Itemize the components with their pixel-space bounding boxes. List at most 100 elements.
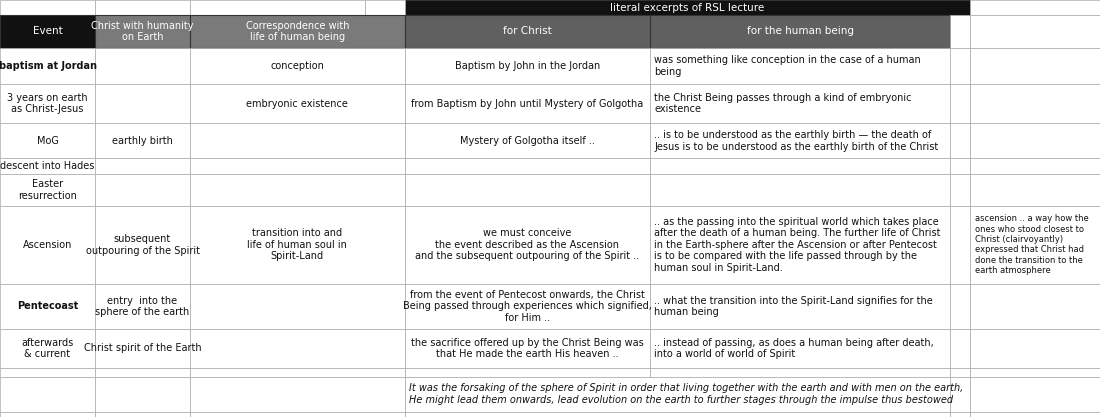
Bar bbox=[950, 123, 970, 158]
Bar bbox=[190, 48, 405, 84]
Bar bbox=[650, 84, 950, 123]
Bar bbox=[970, 412, 1100, 417]
Text: subsequent
outpouring of the Spirit: subsequent outpouring of the Spirit bbox=[86, 234, 199, 256]
Text: It was the forsaking of the sphere of Spirit in order that living together with : It was the forsaking of the sphere of Sp… bbox=[409, 384, 964, 405]
Bar bbox=[190, 206, 405, 284]
Text: baptism at Jordan: baptism at Jordan bbox=[0, 61, 97, 71]
Bar bbox=[970, 158, 1100, 174]
Bar bbox=[190, 284, 405, 329]
Bar bbox=[970, 84, 1100, 123]
Bar bbox=[190, 329, 405, 368]
Bar bbox=[650, 329, 950, 368]
Bar bbox=[405, 0, 970, 15]
Bar bbox=[405, 284, 650, 329]
Bar bbox=[190, 15, 405, 48]
Bar bbox=[0, 123, 95, 158]
Text: ascension .. a way how the
ones who stood closest to
Christ (clairvoyantly)
expr: ascension .. a way how the ones who stoo… bbox=[975, 214, 1088, 275]
Bar bbox=[970, 284, 1100, 329]
Text: earthly birth: earthly birth bbox=[112, 136, 173, 146]
Bar bbox=[650, 48, 950, 84]
Bar bbox=[970, 329, 1100, 368]
Bar bbox=[405, 15, 650, 48]
Bar bbox=[650, 15, 950, 48]
Bar bbox=[650, 123, 950, 158]
Bar bbox=[950, 174, 970, 206]
Text: the Christ Being passes through a kind of embryonic
existence: the Christ Being passes through a kind o… bbox=[654, 93, 912, 114]
Bar bbox=[95, 158, 190, 174]
Text: Mystery of Golgotha itself ..: Mystery of Golgotha itself .. bbox=[460, 136, 595, 146]
Text: .. what the transition into the Spirit-Land signifies for the
human being: .. what the transition into the Spirit-L… bbox=[654, 296, 933, 317]
Bar bbox=[950, 284, 970, 329]
Bar bbox=[650, 206, 950, 284]
Bar bbox=[95, 284, 190, 329]
Bar bbox=[0, 48, 95, 84]
Bar bbox=[970, 15, 1100, 48]
Bar bbox=[0, 412, 95, 417]
Text: transition into and
life of human soul in
Spirit-Land: transition into and life of human soul i… bbox=[248, 228, 348, 261]
Text: .. instead of passing, as does a human being after death,
into a world of world : .. instead of passing, as does a human b… bbox=[654, 338, 934, 359]
Text: .. as the passing into the spiritual world which takes place
after the death of : .. as the passing into the spiritual wor… bbox=[654, 216, 940, 273]
Text: Pentecoast: Pentecoast bbox=[16, 301, 78, 311]
Bar bbox=[95, 174, 190, 206]
Bar bbox=[970, 48, 1100, 84]
Bar bbox=[950, 15, 970, 48]
Text: afterwards
& current: afterwards & current bbox=[21, 338, 74, 359]
Bar bbox=[190, 377, 405, 412]
Bar bbox=[95, 377, 190, 412]
Bar bbox=[950, 412, 970, 417]
Bar bbox=[950, 329, 970, 368]
Text: the sacrifice offered up by the Christ Being was
that He made the earth His heav: the sacrifice offered up by the Christ B… bbox=[411, 338, 644, 359]
Bar bbox=[0, 206, 95, 284]
Bar bbox=[0, 174, 95, 206]
Bar bbox=[950, 368, 970, 377]
Bar bbox=[0, 377, 95, 412]
Bar bbox=[190, 123, 405, 158]
Bar bbox=[95, 0, 190, 15]
Bar bbox=[190, 368, 405, 377]
Text: Event: Event bbox=[33, 27, 63, 36]
Bar bbox=[970, 123, 1100, 158]
Bar bbox=[950, 158, 970, 174]
Bar bbox=[95, 15, 190, 48]
Bar bbox=[190, 412, 405, 417]
Bar bbox=[405, 123, 650, 158]
Bar bbox=[970, 206, 1100, 284]
Bar bbox=[190, 0, 365, 15]
Bar bbox=[650, 284, 950, 329]
Text: Correspondence with
life of human being: Correspondence with life of human being bbox=[245, 21, 349, 42]
Bar bbox=[95, 412, 190, 417]
Text: Christ with humanity
on Earth: Christ with humanity on Earth bbox=[91, 21, 194, 42]
Text: Easter
resurrection: Easter resurrection bbox=[18, 179, 77, 201]
Text: conception: conception bbox=[271, 61, 324, 71]
Bar bbox=[0, 368, 95, 377]
Bar bbox=[405, 84, 650, 123]
Bar bbox=[0, 84, 95, 123]
Bar bbox=[650, 174, 950, 206]
Bar bbox=[95, 123, 190, 158]
Bar bbox=[95, 368, 190, 377]
Text: we must conceive
the event described as the Ascension
and the subsequent outpour: we must conceive the event described as … bbox=[416, 228, 639, 261]
Text: Ascension: Ascension bbox=[23, 240, 73, 250]
Bar bbox=[950, 206, 970, 284]
Bar bbox=[190, 174, 405, 206]
Bar bbox=[405, 48, 650, 84]
Bar bbox=[970, 368, 1100, 377]
Bar bbox=[0, 329, 95, 368]
Bar bbox=[0, 284, 95, 329]
Text: entry  into the
sphere of the earth: entry into the sphere of the earth bbox=[96, 296, 189, 317]
Text: from the event of Pentecost onwards, the Christ
Being passed through experiences: from the event of Pentecost onwards, the… bbox=[403, 290, 652, 323]
Bar bbox=[405, 412, 950, 417]
Bar bbox=[950, 48, 970, 84]
Bar bbox=[95, 84, 190, 123]
Text: embryonic existence: embryonic existence bbox=[246, 99, 349, 108]
Text: for Christ: for Christ bbox=[503, 27, 552, 36]
Text: was something like conception in the case of a human
being: was something like conception in the cas… bbox=[654, 55, 922, 77]
Text: MoG: MoG bbox=[36, 136, 58, 146]
Bar bbox=[365, 0, 405, 15]
Bar bbox=[405, 174, 650, 206]
Text: for the human being: for the human being bbox=[747, 27, 854, 36]
Bar bbox=[95, 206, 190, 284]
Bar bbox=[405, 158, 650, 174]
Text: descent into Hades: descent into Hades bbox=[0, 161, 95, 171]
Bar bbox=[970, 174, 1100, 206]
